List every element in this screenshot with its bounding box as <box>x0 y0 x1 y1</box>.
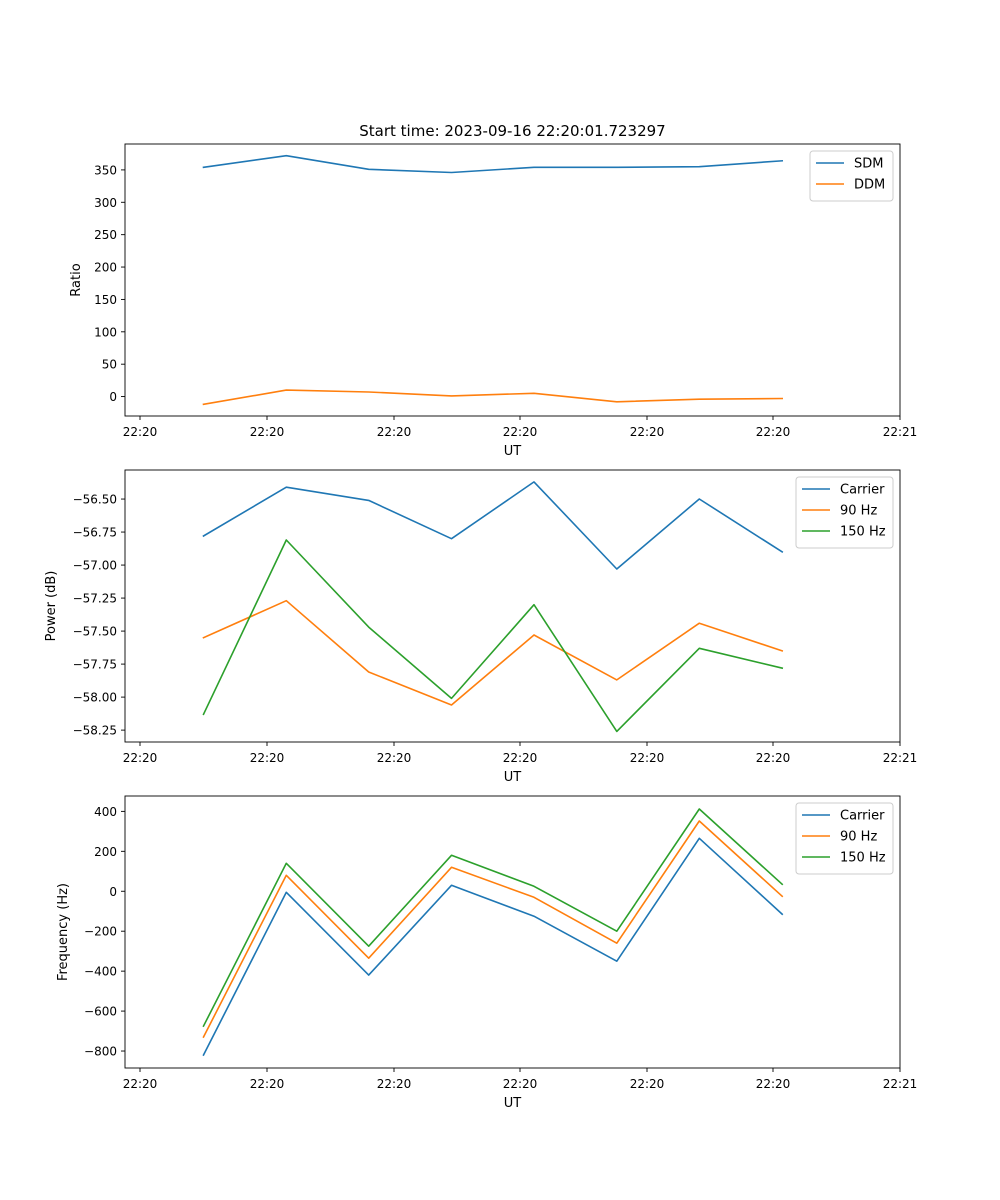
x-tick-label: 22:20 <box>503 1077 538 1091</box>
x-tick-label: 22:20 <box>630 425 665 439</box>
legend-label: 90 Hz <box>840 830 877 845</box>
x-tick-label: 22:20 <box>630 1077 665 1091</box>
x-tick-label: 22:20 <box>123 425 158 439</box>
y-tick-label: 200 <box>94 845 117 859</box>
x-axis-label: UT <box>504 444 522 459</box>
y-tick-label: −58.25 <box>73 724 117 738</box>
legend-label: SDM <box>854 157 883 172</box>
legend-label: Carrier <box>840 809 885 824</box>
x-tick-label: 22:20 <box>630 751 665 765</box>
y-tick-label: −57.00 <box>73 559 117 573</box>
x-tick-label: 22:20 <box>756 1077 791 1091</box>
legend-label: 150 Hz <box>840 851 886 866</box>
y-tick-label: −200 <box>84 925 117 939</box>
x-tick-label: 22:21 <box>883 1077 918 1091</box>
legend: Carrier 90 Hz 150 Hz <box>795 802 894 875</box>
x-tick-label: 22:20 <box>123 1077 158 1091</box>
y-tick-label: 300 <box>94 196 117 210</box>
y-tick-label: −57.75 <box>73 658 117 672</box>
y-tick-label: −600 <box>84 1005 117 1019</box>
y-tick-label: −58.00 <box>73 691 117 705</box>
series-line-sdm <box>202 154 784 174</box>
series-line-150-hz <box>202 808 784 1028</box>
series-line-carrier <box>202 481 784 570</box>
legend-label: 150 Hz <box>840 525 886 540</box>
x-tick-label: 22:20 <box>756 751 791 765</box>
x-tick-label: 22:20 <box>756 425 791 439</box>
legend-label: DDM <box>854 178 885 193</box>
y-tick-label: −400 <box>84 965 117 979</box>
x-tick-label: 22:20 <box>503 751 538 765</box>
x-tick-label: 22:20 <box>250 425 285 439</box>
y-tick-label: 400 <box>94 805 117 819</box>
y-tick-label: 150 <box>94 293 117 307</box>
subplot-1: 22:20 22:20 22:20 22:20 22:20 22:20 22:21 0 50 10… <box>69 143 918 459</box>
x-tick-label: 22:21 <box>883 751 918 765</box>
plot-frame <box>124 795 901 1069</box>
legend-label: Carrier <box>840 483 885 498</box>
x-tick-label: 22:20 <box>377 751 412 765</box>
subplot-2: 22:20 22:20 22:20 22:20 22:20 22:20 22:21 −58.2… <box>44 469 918 785</box>
y-axis-label: Frequency (Hz) <box>56 883 71 981</box>
x-tick-label: 22:20 <box>250 751 285 765</box>
series-line-90-hz <box>202 820 784 1039</box>
y-tick-label: −800 <box>84 1045 117 1059</box>
series-line-150-hz <box>202 539 784 733</box>
legend: Carrier 90 Hz 150 Hz <box>795 476 894 549</box>
y-tick-label: 0 <box>109 390 117 404</box>
y-tick-label: 0 <box>109 885 117 899</box>
x-axis-label: UT <box>504 770 522 785</box>
y-axis-label: Ratio <box>69 263 84 296</box>
x-tick-label: 22:21 <box>883 425 918 439</box>
y-axis-label: Power (dB) <box>44 571 59 642</box>
y-tick-label: −57.50 <box>73 625 117 639</box>
x-tick-label: 22:20 <box>250 1077 285 1091</box>
series-line-90-hz <box>202 599 784 706</box>
x-axis-label: UT <box>504 1096 522 1111</box>
x-tick-label: 22:20 <box>377 425 412 439</box>
chart-title: Start time: 2023-09-16 22:20:01.723297 <box>359 122 665 140</box>
y-tick-label: −57.25 <box>73 592 117 606</box>
legend: SDM DDM <box>809 150 894 202</box>
x-tick-label: 22:20 <box>503 425 538 439</box>
series-line-ddm <box>202 389 784 406</box>
subplot-3: 22:20 22:20 22:20 22:20 22:20 22:20 22:21 −800 −… <box>56 795 918 1111</box>
y-tick-label: −56.50 <box>73 493 117 507</box>
y-tick-label: 100 <box>94 325 117 339</box>
series-line-carrier <box>202 837 784 1057</box>
plot-frame <box>124 143 901 417</box>
x-tick-label: 22:20 <box>123 751 158 765</box>
x-tick-label: 22:20 <box>377 1077 412 1091</box>
y-tick-label: 50 <box>102 358 117 372</box>
plot-frame <box>124 469 901 743</box>
y-tick-label: 250 <box>94 228 117 242</box>
legend-label: 90 Hz <box>840 504 877 519</box>
y-tick-label: 350 <box>94 163 117 177</box>
y-tick-label: −56.75 <box>73 526 117 540</box>
y-tick-label: 200 <box>94 261 117 275</box>
